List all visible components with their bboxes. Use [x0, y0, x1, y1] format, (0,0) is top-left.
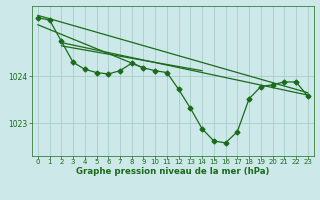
X-axis label: Graphe pression niveau de la mer (hPa): Graphe pression niveau de la mer (hPa) [76, 167, 269, 176]
